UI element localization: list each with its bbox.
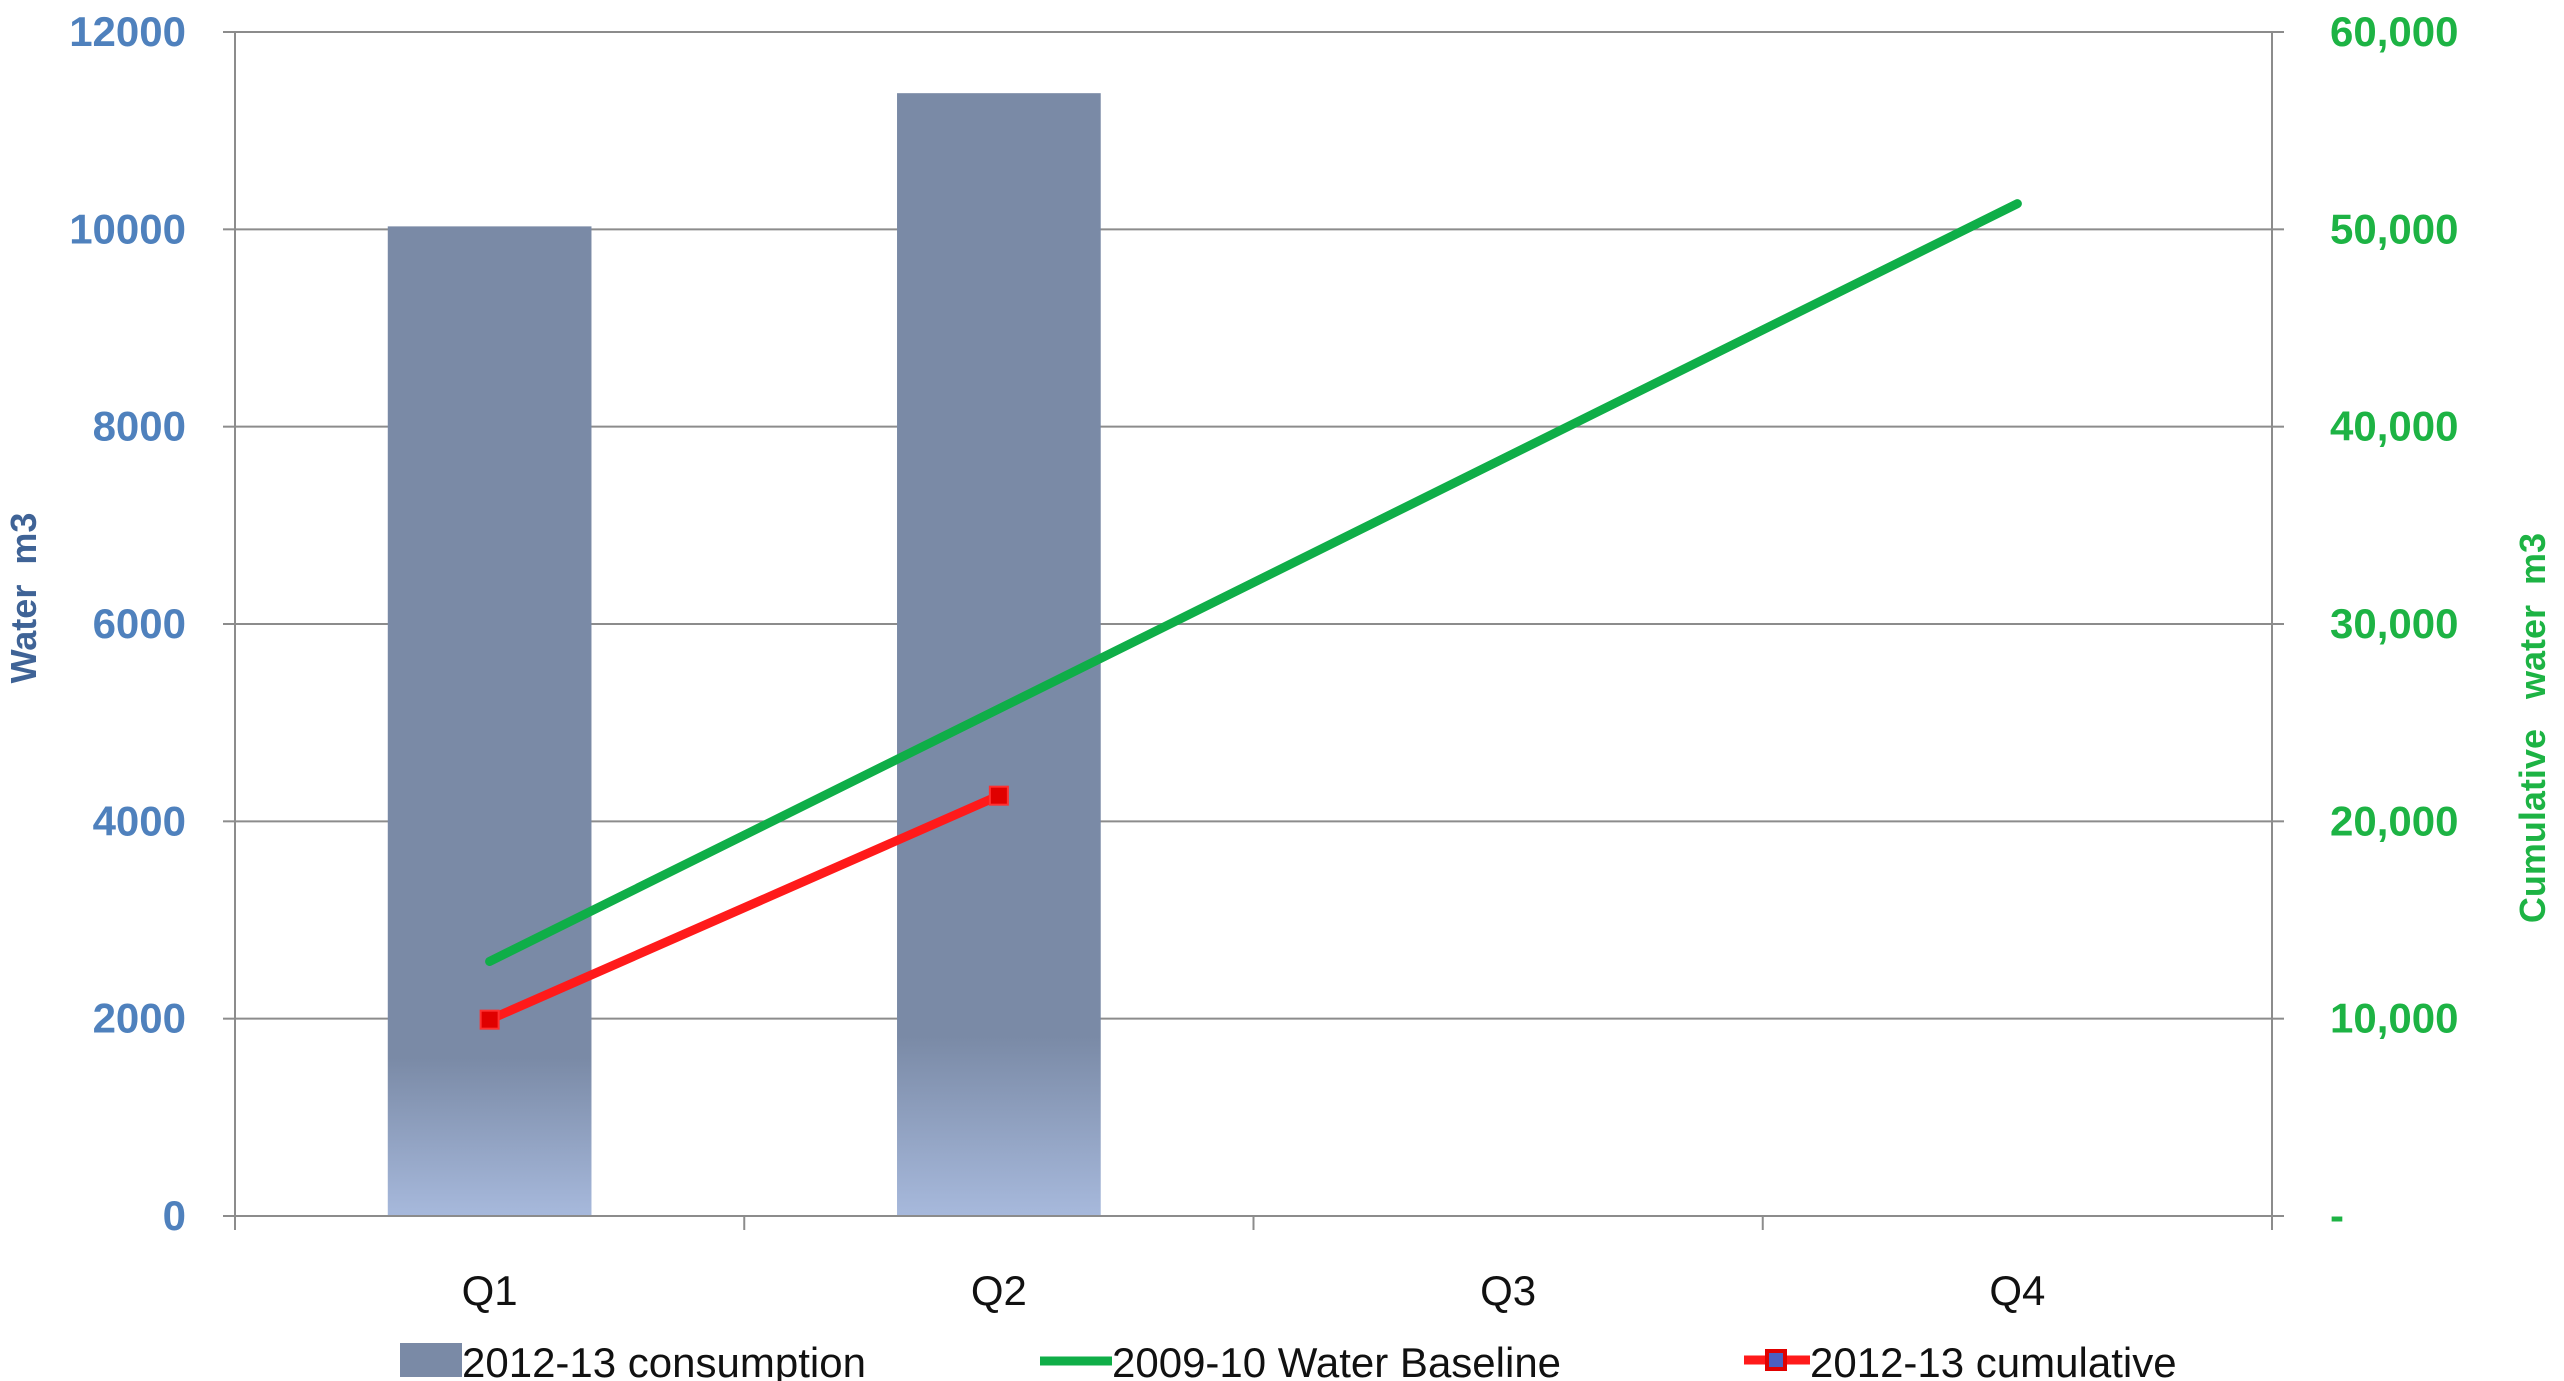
left-tick-label: 0 [163, 1192, 186, 1239]
legend-label-cumulative: 2012-13 cumulative [1810, 1339, 2177, 1381]
left-axis-title: Water m3 [3, 513, 44, 684]
x-tick-label-q4: Q4 [1989, 1267, 2045, 1314]
legend-label-baseline: 2009-10 Water Baseline [1112, 1339, 1561, 1381]
right-axis-ticks: - 10,000 20,000 30,000 40,000 50,000 60,000 [2330, 8, 2458, 1239]
bar-q1 [387, 226, 592, 1216]
line-2012-13-cumulative [485, 791, 1004, 1025]
left-tick-label: 2000 [93, 995, 186, 1042]
right-tick-label: - [2330, 1192, 2344, 1239]
left-tick-label: 12000 [69, 8, 186, 55]
axes [223, 31, 2284, 1230]
legend-marker-consumption [400, 1343, 462, 1377]
line-2009-10-water-baseline [485, 199, 2022, 966]
legend-marker-cumulative-point [1765, 1349, 1787, 1371]
x-tick-label-q2: Q2 [971, 1267, 1027, 1314]
x-tick-label-q1: Q1 [462, 1267, 518, 1314]
bars [387, 93, 1101, 1216]
right-tick-label: 60,000 [2330, 8, 2458, 55]
legend: 2012-13 consumption 2009-10 Water Baseli… [400, 1339, 2177, 1381]
x-tick-label-q3: Q3 [1480, 1267, 1536, 1314]
point-2012-13-cumulative-1 [988, 785, 1009, 806]
right-axis-title: Cumulative water m3 [2512, 533, 2553, 923]
right-tick-label: 30,000 [2330, 600, 2458, 647]
right-tick-label: 50,000 [2330, 205, 2458, 252]
x-axis-ticks: Q1 Q2 Q3 Q4 [462, 1267, 2046, 1314]
right-tick-label: 20,000 [2330, 797, 2458, 844]
left-axis-ticks: 0 2000 4000 6000 8000 10000 12000 [69, 8, 186, 1239]
right-tick-label: 40,000 [2330, 403, 2458, 450]
left-tick-label: 6000 [93, 600, 186, 647]
left-tick-label: 8000 [93, 403, 186, 450]
left-tick-label: 10000 [69, 205, 186, 252]
right-tick-label: 10,000 [2330, 995, 2458, 1042]
bar-q2 [897, 93, 1101, 1216]
legend-label-consumption: 2012-13 consumption [462, 1339, 866, 1381]
left-tick-label: 4000 [93, 797, 186, 844]
point-2012-13-cumulative-0 [479, 1009, 500, 1030]
series-lines [479, 199, 2022, 1030]
